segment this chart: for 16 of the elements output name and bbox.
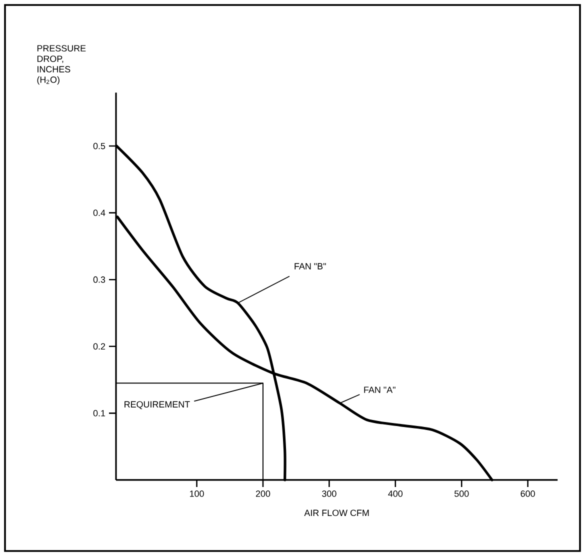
text: REQUIREMENT (124, 401, 190, 410)
x-tick-label: 200 (256, 490, 270, 497)
x-tick-label: 500 (454, 490, 469, 497)
x-tick-label: 300 (322, 490, 336, 497)
x-tick-label: 600 (520, 490, 535, 497)
x-axis-title: AIR FLOW CFM (304, 510, 369, 516)
x-tick-label: 100 (190, 490, 204, 497)
y-tick-label: 0.2 (93, 343, 106, 350)
y-axis-title: PRESSURE DROP, INCHES (H$_{2}$O) (37, 45, 86, 85)
x-tick-label: 400 (388, 490, 403, 497)
y-tick-label: 0.4 (93, 210, 106, 216)
y-tick-label: 0.1 (93, 410, 106, 416)
y-tick-label: 0.3 (93, 276, 106, 283)
text: FAN "B" (294, 263, 326, 270)
y-tick-label: 0.5 (93, 142, 106, 150)
text: FAN "A" (364, 386, 396, 393)
